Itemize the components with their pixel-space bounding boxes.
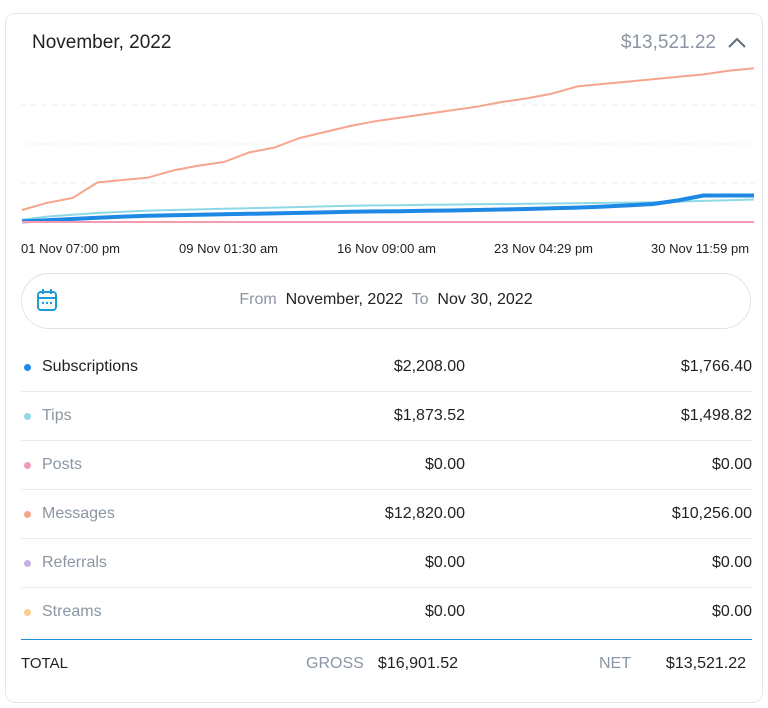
row-streams[interactable]: Streams $0.00 $0.00 xyxy=(21,588,752,637)
legend-dot xyxy=(24,609,31,616)
total-gross-value: $16,901.52 xyxy=(377,655,458,672)
gross-value: $0.00 xyxy=(424,603,465,620)
net-label: NET xyxy=(599,655,631,672)
gross-value: $12,820.00 xyxy=(384,505,465,522)
net-value: $0.00 xyxy=(711,603,752,620)
row-label: Posts xyxy=(42,456,83,473)
calendar-icon xyxy=(37,289,57,311)
gross-value: $0.00 xyxy=(424,456,465,473)
row-label: Tips xyxy=(42,407,72,424)
x-tick-label: 23 Nov 04:29 pm xyxy=(494,241,594,256)
gross-value: $1,873.52 xyxy=(393,407,465,424)
date-range-text: From November, 2022 To Nov 30, 2022 xyxy=(22,291,750,309)
period-title: November, 2022 xyxy=(32,32,172,53)
row-posts[interactable]: Posts $0.00 $0.00 xyxy=(21,441,752,490)
total-net-value: $13,521.22 xyxy=(665,655,746,672)
net-value: $0.00 xyxy=(711,554,752,571)
earnings-card: November, 2022 $13,521.22 01 Nov 07:00 p… xyxy=(5,13,763,703)
legend-dot xyxy=(24,364,31,371)
totals-divider xyxy=(21,639,752,640)
row-referrals[interactable]: Referrals $0.00 $0.00 xyxy=(21,539,752,588)
gross-value: $2,208.00 xyxy=(393,358,465,375)
row-messages[interactable]: Messages $12,820.00 $10,256.00 xyxy=(21,490,752,539)
to-label: To xyxy=(411,291,429,308)
period-total: $13,521.22 xyxy=(620,32,716,53)
row-label: Streams xyxy=(42,603,102,620)
series-line-subscriptions xyxy=(21,193,754,224)
earnings-chart xyxy=(21,67,755,224)
row-label: Referrals xyxy=(42,554,107,571)
chevron-up-icon[interactable] xyxy=(726,36,748,50)
row-tips[interactable]: Tips $1,873.52 $1,498.82 xyxy=(21,392,752,441)
x-tick-label: 16 Nov 09:00 am xyxy=(337,241,437,256)
total-label: TOTAL xyxy=(21,655,68,672)
gross-label: GROSS xyxy=(306,655,364,672)
from-label: From xyxy=(239,291,277,308)
net-value: $0.00 xyxy=(711,456,752,473)
legend-dot xyxy=(24,511,31,518)
net-value: $1,498.82 xyxy=(680,407,752,424)
series-line-messages xyxy=(21,67,755,211)
legend-dot xyxy=(24,413,31,420)
to-value: Nov 30, 2022 xyxy=(437,291,533,308)
legend-dot xyxy=(24,560,31,567)
series-line-tips xyxy=(21,198,755,221)
net-value: $1,766.40 xyxy=(680,358,752,375)
x-tick-label: 01 Nov 07:00 pm xyxy=(21,241,121,256)
net-value: $10,256.00 xyxy=(671,505,752,522)
x-tick-label: 30 Nov 11:59 pm xyxy=(651,241,750,256)
x-tick-label: 09 Nov 01:30 am xyxy=(179,241,279,256)
date-range-selector[interactable]: From November, 2022 To Nov 30, 2022 xyxy=(21,273,751,329)
legend-dot xyxy=(24,462,31,469)
row-label: Subscriptions xyxy=(42,358,139,375)
from-value: November, 2022 xyxy=(285,291,404,308)
row-subscriptions[interactable]: Subscriptions $2,208.00 $1,766.40 xyxy=(21,343,752,392)
row-label: Messages xyxy=(42,505,115,522)
gross-value: $0.00 xyxy=(424,554,465,571)
